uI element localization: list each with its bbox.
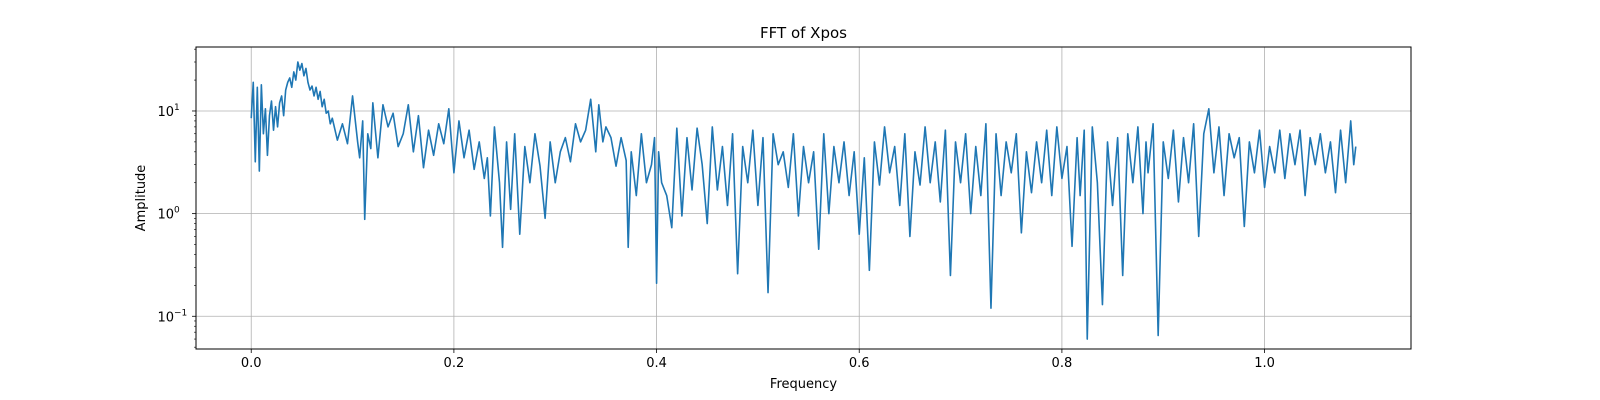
y-tick-label: 10 [157, 208, 174, 223]
x-axis-label: Frequency [770, 377, 837, 392]
x-tick-label: 0.0 [241, 356, 262, 371]
x-tick-label: 0.4 [646, 356, 667, 371]
plot-frame [195, 46, 1412, 350]
y-tick-exponent: 1 [174, 103, 180, 113]
chart-title: FFT of Xpos [760, 24, 847, 42]
x-tick-label: 0.6 [849, 356, 870, 371]
y-tick-label: 10 [157, 105, 174, 120]
y-tick-exponent: −1 [174, 308, 187, 318]
y-tick-exponent: 0 [174, 206, 180, 216]
y-tick-base: 10 [157, 208, 174, 223]
x-tick-label: 1.0 [1254, 356, 1275, 371]
x-tick-label: 0.2 [444, 356, 465, 371]
series-layer [250, 61, 1357, 340]
x-axis-ticks: 0.0 0.2 0.4 0.6 0.8 1.0 [241, 349, 1275, 371]
x-tick-label: 0.8 [1052, 356, 1073, 371]
y-tick-base: 10 [157, 310, 174, 325]
y-tick-label: 10 [157, 310, 174, 325]
y-axis-label: Amplitude [134, 165, 149, 232]
series-line [250, 61, 1357, 340]
y-tick-base: 10 [157, 105, 174, 120]
